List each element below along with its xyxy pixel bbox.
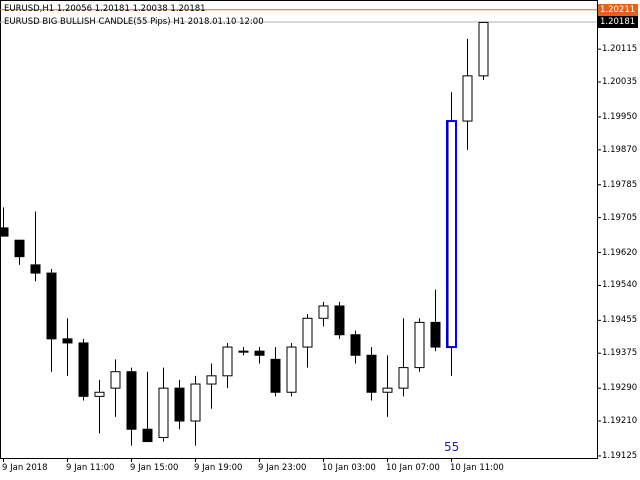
- y-tick-label: 1.19455: [602, 315, 638, 326]
- x-tick-label: 10 Jan 03:00: [322, 463, 376, 473]
- x-tick-label: 9 Jan 19:00: [194, 463, 243, 473]
- bullish-candle[interactable]: [190, 383, 201, 422]
- y-tick-label: 1.20035: [602, 77, 638, 88]
- y-tick-label: 1.19705: [602, 212, 638, 223]
- y-tick-label: 1.19620: [602, 247, 638, 258]
- bullish-candle[interactable]: [398, 367, 409, 389]
- bearish-candle[interactable]: [126, 371, 137, 430]
- bearish-candle[interactable]: [30, 264, 41, 274]
- pip-size-label: 55: [444, 440, 460, 454]
- bearish-candle[interactable]: [366, 354, 377, 393]
- x-tick-label: 9 Jan 2018: [2, 463, 48, 473]
- bearish-candle[interactable]: [254, 350, 265, 356]
- bullish-candle[interactable]: [238, 350, 249, 353]
- symbol-ohlc-line: EURUSD,H1 1.20056 1.20181 1.20038 1.2018…: [4, 4, 206, 14]
- x-tick-label: 9 Jan 15:00: [130, 463, 179, 473]
- bullish-candle[interactable]: [158, 387, 169, 438]
- highlighted-bullish-candle[interactable]: [446, 120, 457, 349]
- bullish-candle[interactable]: [382, 387, 393, 393]
- bearish-candle[interactable]: [174, 387, 185, 422]
- bearish-candle[interactable]: [430, 321, 441, 348]
- plot-border: [0, 0, 598, 459]
- y-tick-label: 1.20115: [602, 44, 638, 55]
- bullish-candle[interactable]: [94, 391, 105, 397]
- x-ticks-group: [3, 458, 452, 462]
- bullish-candle[interactable]: [478, 21, 489, 77]
- y-tick-label: 1.19950: [602, 111, 638, 122]
- bullish-candle[interactable]: [206, 375, 217, 385]
- ask-price-tag: 1.20211: [598, 3, 638, 16]
- y-tick-label: 1.19290: [602, 383, 638, 394]
- y-tick-label: 1.19540: [602, 280, 638, 291]
- bullish-candle[interactable]: [302, 317, 313, 348]
- y-tick-label: 1.19785: [602, 179, 638, 190]
- y-ticks-group: [597, 48, 601, 457]
- y-tick-label: 1.19870: [602, 144, 638, 155]
- bid-price-tag: 1.20181: [598, 16, 638, 29]
- bearish-candle[interactable]: [334, 305, 345, 336]
- x-tick-label: 9 Jan 23:00: [258, 463, 307, 473]
- bearish-candle[interactable]: [14, 239, 25, 258]
- bullish-candle[interactable]: [286, 346, 297, 393]
- bearish-candle[interactable]: [270, 358, 281, 393]
- bearish-candle[interactable]: [78, 342, 89, 397]
- bearish-candle[interactable]: [350, 334, 361, 356]
- y-tick-label: 1.19375: [602, 348, 638, 359]
- y-tick-label: 1.19210: [602, 416, 638, 427]
- candles-group: [0, 21, 489, 446]
- bearish-candle[interactable]: [0, 227, 9, 237]
- bearish-candle[interactable]: [62, 338, 73, 344]
- indicator-label: EURUSD BIG BULLISH CANDLE(55 Pips) H1 20…: [4, 17, 264, 27]
- x-tick-label: 10 Jan 11:00: [450, 463, 504, 473]
- bullish-candle[interactable]: [414, 321, 425, 369]
- bearish-candle[interactable]: [142, 428, 153, 443]
- x-tick-label: 10 Jan 07:00: [386, 463, 440, 473]
- bearish-candle[interactable]: [46, 272, 57, 340]
- x-tick-label: 9 Jan 11:00: [66, 463, 115, 473]
- bullish-candle[interactable]: [222, 346, 233, 377]
- bullish-candle[interactable]: [462, 75, 473, 122]
- bullish-candle[interactable]: [318, 305, 329, 319]
- y-tick-label: 1.19125: [602, 450, 638, 461]
- bullish-candle[interactable]: [110, 371, 121, 389]
